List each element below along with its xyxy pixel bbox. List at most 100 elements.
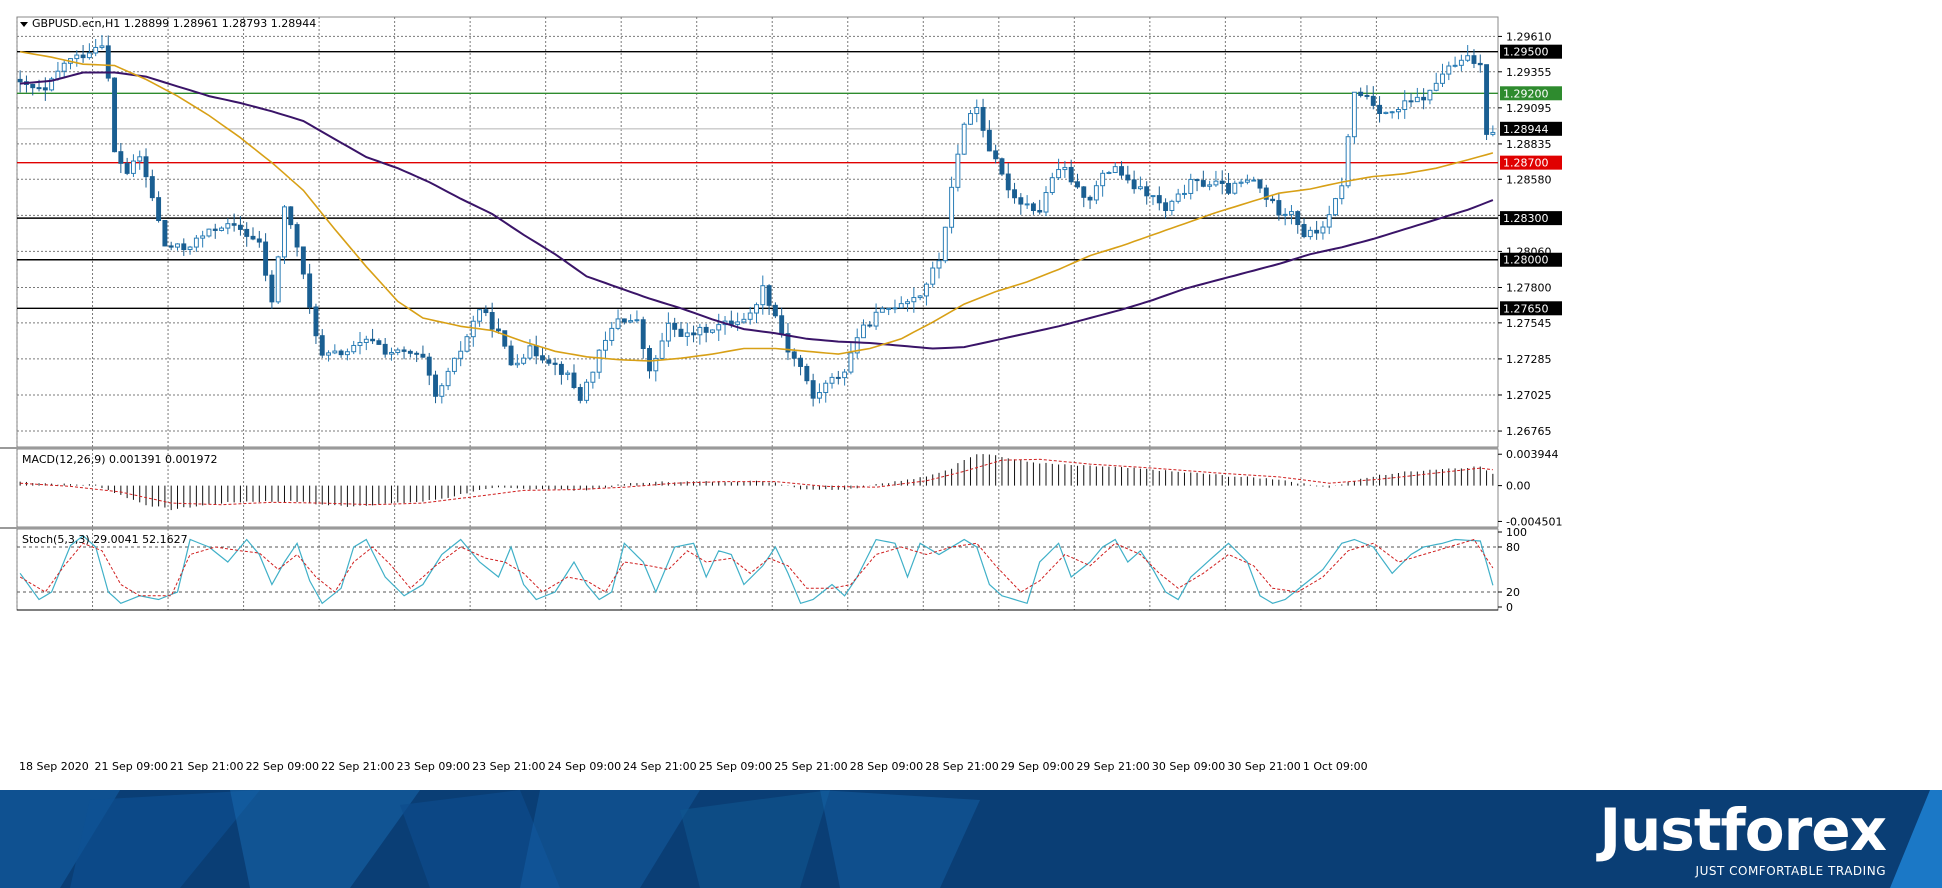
candle-body — [1144, 186, 1150, 197]
candle-body — [1326, 214, 1332, 228]
candle-body — [1112, 166, 1118, 173]
candle-body — [1377, 104, 1383, 114]
candle-body — [659, 340, 665, 359]
level-lines: 1.29500 1.29200 1.28944 1.28700 1.28300 1.280… — [17, 44, 1562, 316]
candle-body — [1093, 185, 1099, 201]
candle-body — [1289, 211, 1294, 215]
collapse-icon — [20, 22, 28, 27]
candle-body — [911, 297, 917, 303]
price-panel — [16, 16, 1499, 448]
candle-body — [930, 267, 936, 285]
candle-body — [395, 349, 401, 353]
candle-body — [300, 246, 306, 275]
candle-body — [389, 351, 394, 355]
candle-body — [974, 106, 980, 115]
candle-body — [968, 113, 973, 125]
candle-body — [74, 54, 80, 60]
candle-body — [961, 123, 967, 155]
panel-separator — [0, 527, 1498, 529]
candle-body — [451, 357, 457, 372]
candle-body — [326, 352, 331, 356]
level-label: 1.28000 — [1503, 254, 1549, 267]
candle-body — [143, 156, 149, 178]
candle-body — [269, 274, 275, 303]
candle-body — [1364, 94, 1370, 97]
candle-body — [804, 365, 810, 382]
candle-body — [986, 129, 992, 152]
candle-body — [665, 322, 671, 342]
y-tick-label: 1.27285 — [1506, 353, 1552, 366]
candle-body — [923, 283, 929, 297]
y-tick-label: 1.27800 — [1506, 281, 1552, 294]
candle-body — [521, 357, 527, 364]
candle-body — [571, 372, 577, 389]
x-tick-label: 22 Sep 09:00 — [246, 760, 319, 773]
candle-body — [754, 304, 759, 314]
candle-body — [936, 260, 942, 269]
candle-body — [1169, 200, 1175, 211]
candle-body — [1433, 82, 1439, 91]
candle-body — [552, 362, 558, 365]
level-label: 1.27650 — [1503, 302, 1549, 315]
candle-body — [294, 224, 300, 248]
x-axis: 18 Sep 2020 21 Sep 09:00 21 Sep 21:00 22 Se… — [16, 17, 1377, 773]
candle-body — [741, 318, 747, 323]
y-tick-label: 1.29355 — [1506, 66, 1552, 79]
candle-body — [716, 324, 722, 331]
candle-body — [1156, 195, 1162, 204]
candle-body — [1213, 180, 1219, 186]
candle-body — [130, 160, 136, 174]
candle-body — [879, 308, 885, 313]
candle-body — [1351, 91, 1357, 138]
candle-body — [237, 224, 243, 230]
candle-body — [1383, 111, 1389, 114]
candle-body — [231, 223, 237, 226]
candle-body — [200, 235, 206, 239]
banner-pattern — [0, 790, 1942, 888]
candle-body — [709, 329, 715, 333]
candle-body — [80, 54, 86, 59]
candle-body — [1370, 95, 1376, 106]
candle-body — [565, 372, 571, 375]
y-tick-label: 100 — [1506, 526, 1527, 539]
candle-body — [1100, 172, 1106, 187]
candle-body — [603, 339, 608, 351]
candle-body — [363, 338, 369, 343]
candle-body — [1358, 91, 1364, 96]
level-tag — [1500, 252, 1562, 267]
candle-body — [219, 227, 224, 231]
candle-body — [779, 315, 785, 335]
stoch-label: Stoch(5,3,3) 29.0041 52.1627 — [22, 533, 188, 546]
y-tick-label: 0 — [1506, 601, 1513, 614]
candle-body — [678, 328, 684, 337]
candle-body — [1049, 177, 1055, 194]
candle-body — [999, 158, 1005, 175]
candle-body — [483, 309, 489, 314]
candle-body — [338, 350, 344, 356]
candle-body — [1339, 185, 1345, 200]
candle-body — [810, 380, 816, 399]
candle-body — [1012, 189, 1017, 199]
candle-body — [546, 359, 552, 364]
candle-body — [351, 344, 357, 353]
candle-body — [288, 206, 294, 226]
candle-body — [1446, 65, 1452, 75]
candle-body — [540, 355, 545, 361]
candle-body — [344, 351, 350, 356]
candle-body — [17, 78, 23, 83]
candle-body — [105, 45, 111, 79]
candle-body — [1068, 166, 1074, 183]
x-tick-label: 28 Sep 09:00 — [850, 760, 923, 773]
candle-body — [942, 226, 948, 262]
candle-body — [634, 319, 640, 322]
y-tick-label: 0.003944 — [1506, 448, 1559, 461]
candle-body — [1345, 136, 1351, 187]
level-label: 1.29200 — [1503, 87, 1549, 100]
candle-body — [829, 376, 835, 384]
candle-body — [873, 311, 879, 327]
candle-body — [496, 328, 501, 332]
candle-body — [791, 351, 797, 359]
candle-body — [1087, 196, 1093, 201]
candle-body — [1244, 179, 1250, 183]
stoch-y-axis: 100 80 20 0 — [1498, 526, 1527, 614]
